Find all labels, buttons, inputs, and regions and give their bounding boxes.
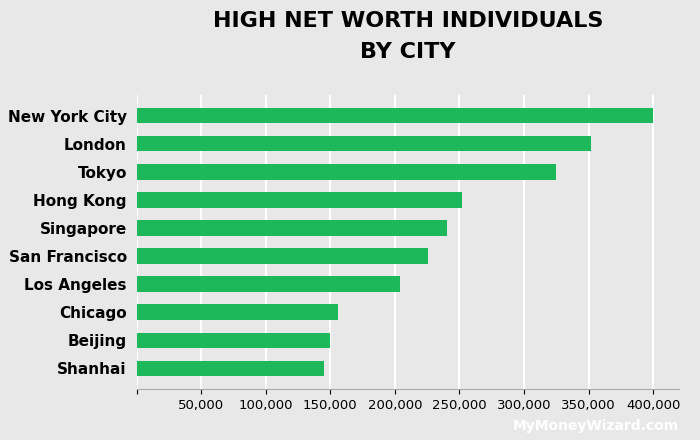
Bar — [136, 304, 338, 320]
Bar — [136, 333, 330, 348]
Bar — [136, 164, 556, 180]
Bar — [136, 192, 462, 208]
Bar — [136, 108, 653, 124]
Bar — [136, 136, 592, 151]
Text: MyMoneyWizard.com: MyMoneyWizard.com — [513, 419, 679, 433]
Text: BY CITY: BY CITY — [360, 42, 456, 62]
Bar — [136, 276, 400, 292]
Text: HIGH NET WORTH INDIVIDUALS: HIGH NET WORTH INDIVIDUALS — [213, 11, 603, 31]
Bar — [136, 360, 324, 376]
Bar — [136, 220, 447, 236]
Bar — [136, 248, 428, 264]
